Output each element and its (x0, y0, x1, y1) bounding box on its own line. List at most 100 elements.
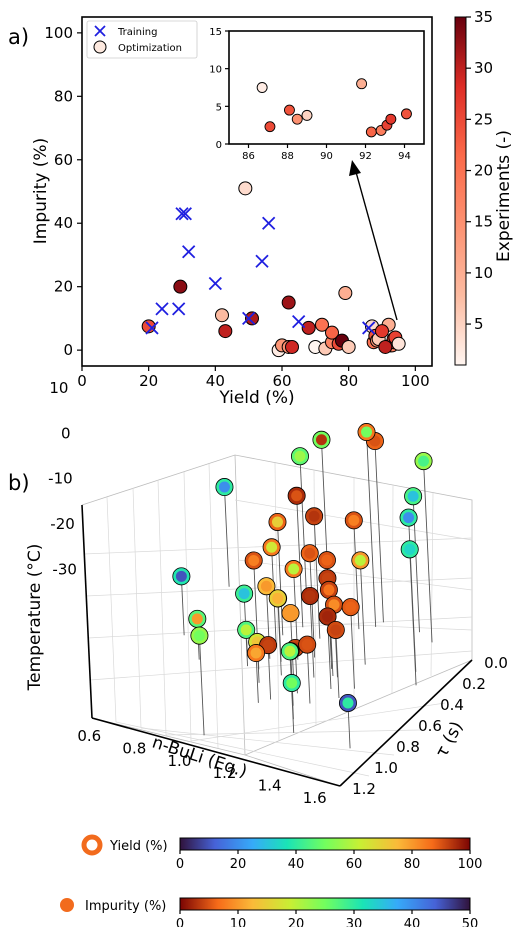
panel-b-point-25 (301, 587, 319, 605)
panel-b-ytick-label-3: 0.6 (418, 717, 442, 735)
optimization-point-34 (391, 336, 406, 351)
panel-b-point-outline-20 (237, 620, 256, 639)
panel-b-point-outline-4 (357, 423, 376, 442)
inset-point-9 (385, 113, 397, 125)
panel-b-point-outline-43 (190, 626, 209, 645)
panel-b-point-outline-12 (317, 551, 336, 570)
inset-xtick-label-3: 92 (359, 151, 372, 162)
impurity-cb-tick-label-3: 30 (346, 917, 363, 927)
yield-colorbar-gradient (179, 837, 471, 851)
panel-b-point-40 (283, 674, 301, 692)
inset-ytick-label-3: 15 (209, 27, 222, 38)
panel-b-ztick-label-1: 0 (61, 424, 71, 442)
panel-b-xtick-label-2: 1.0 (168, 752, 192, 770)
panel-b-point-42 (281, 642, 299, 660)
panel-b-stem-42 (289, 651, 295, 733)
panel-b-point-7 (345, 511, 363, 529)
panel-b-point-outline-40 (282, 674, 301, 693)
inset-ticks: 86 88 90 92 94 0 5 10 15 (209, 27, 411, 162)
panel-b-xtick-label-4: 1.4 (258, 777, 282, 795)
panel-b-point-outline-42 (280, 642, 299, 661)
training-point-7 (242, 311, 256, 326)
training-point-7-stroke-b (242, 311, 256, 326)
panel-b-point-outline-33 (281, 604, 300, 623)
training-point-9 (262, 216, 276, 230)
panel-b-label: b) (8, 471, 30, 495)
panel-b-point-36 (298, 636, 316, 654)
training-point-4 (178, 207, 192, 221)
training-point-1-stroke-b (155, 302, 169, 316)
panel-b-point-outline-11 (268, 512, 287, 531)
panel-b-stem-32 (335, 629, 340, 698)
panel-b-point-26 (342, 598, 360, 616)
panel-b-point-outline-18 (284, 560, 303, 579)
training-point-1 (155, 302, 169, 316)
training-point-11-stroke-b (362, 321, 376, 335)
optimization-point-13 (315, 317, 329, 332)
inset-point-10 (401, 108, 412, 120)
panel-b-point-8 (288, 487, 306, 505)
panel-a-ytick-label-5: 100 (44, 24, 73, 42)
experiments-colorbar: 5 10 15 20 25 30 35 Experiments (-) (454, 8, 514, 366)
optimization-point-10 (285, 339, 299, 354)
optimization-point-32 (375, 324, 389, 339)
yield-legend-ring-marker (81, 834, 103, 856)
optimization-point-2 (215, 308, 229, 323)
training-point-5 (182, 245, 196, 259)
inset-ytick-label-2: 10 (209, 65, 222, 76)
panel-b-stem-43 (198, 635, 205, 736)
panel-b-ytick-label-4: 0.8 (396, 738, 420, 756)
legend-training-label: Training (117, 27, 157, 38)
experiments-cb-tick-label-4: 25 (474, 110, 493, 128)
panel-b-xtick-label-5: 1.6 (303, 789, 327, 807)
panel-b-point-21 (320, 581, 338, 599)
panel-b-point-27 (235, 585, 253, 603)
panel-b-ytick-label-2: 0.4 (440, 696, 464, 714)
experiments-colorbar-gradient (454, 16, 467, 366)
panel-b-point-13 (351, 551, 369, 569)
impurity-colorbar-ticks: 0 10 20 30 40 50 (176, 910, 478, 927)
panel-b-ztick-label-2: -10 (48, 470, 73, 488)
panel-b-point-outline-10 (399, 508, 418, 527)
yield-cb-tick-label-2: 40 (288, 857, 305, 872)
panel-b-ztick-label-0: 10 (49, 379, 68, 397)
optimization-point-19 (338, 286, 353, 301)
inset-xtick-label-0: 86 (242, 151, 255, 162)
legend-optimization-label: Optimization (118, 43, 182, 54)
panel-b-ztick-label-4: -30 (52, 560, 77, 578)
panel-a-inset: 86 88 90 92 94 0 5 10 15 (209, 27, 425, 162)
panel-b-point-3 (291, 447, 309, 465)
panel-b-point-outline-25 (301, 586, 320, 605)
training-point-0 (145, 321, 159, 335)
panel-b-point-outline-1 (312, 430, 331, 449)
panel-b-point-outline-28 (318, 607, 337, 626)
optimization-point-1 (173, 279, 188, 294)
panel-b-point-20 (237, 621, 255, 639)
panel-b-stem-13 (359, 560, 366, 665)
panel-b-point-outline-39 (247, 644, 266, 663)
3d-y-axis-line (339, 659, 473, 787)
training-point-6 (208, 276, 222, 291)
panel-b-point-outline-2 (404, 487, 423, 506)
panel-b-point-outline-26 (341, 598, 360, 617)
impurity-cb-tick-label-5: 50 (462, 917, 479, 927)
inset-xtick-label-2: 90 (320, 151, 333, 162)
training-point-2-stroke-b (172, 302, 186, 316)
impurity-colorbar-label: Impurity (%) (85, 899, 166, 914)
panel-a-marks (141, 181, 406, 358)
panel-b-point-10 (400, 509, 418, 527)
panel-b-ticks: 0.6 0.8 1.0 1.2 1.4 1.6 0.0 0.2 0.4 0.6 0.8 1.0 1.2 1… (48, 379, 508, 807)
panel-a-xtick-label-2: 40 (206, 372, 225, 390)
panel-b-marks (172, 423, 433, 749)
panel-b-point-outline-32 (326, 620, 345, 639)
panel-a-legend: Training Optimization (86, 20, 198, 59)
panel-b-stem-14 (409, 549, 417, 686)
panel-b-ytick-label-5: 1.0 (374, 759, 398, 777)
panel-b-ytick-label-6: 1.2 (352, 780, 376, 798)
yield-colorbar: Yield (%) 0 20 40 60 80 100 (81, 834, 482, 872)
legend-training-marker (94, 25, 106, 37)
impurity-cb-tick-label-1: 10 (230, 917, 247, 927)
panel-a-xtick-label-1: 20 (139, 372, 158, 390)
inset-point-1 (264, 121, 276, 133)
